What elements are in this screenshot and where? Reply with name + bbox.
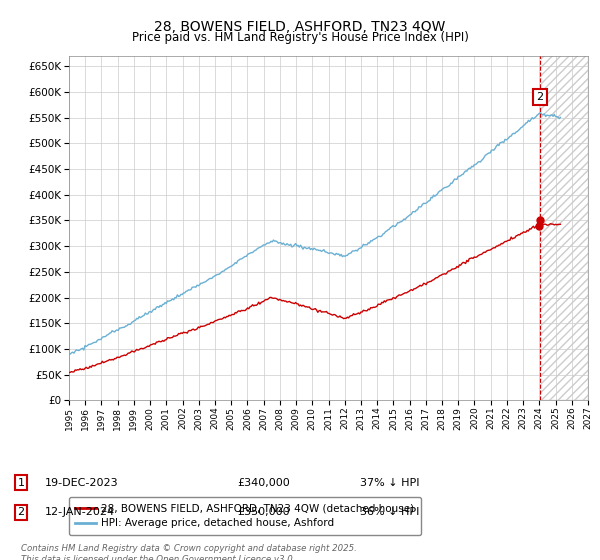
Text: Price paid vs. HM Land Registry's House Price Index (HPI): Price paid vs. HM Land Registry's House … xyxy=(131,31,469,44)
Text: 28, BOWENS FIELD, ASHFORD, TN23 4QW: 28, BOWENS FIELD, ASHFORD, TN23 4QW xyxy=(154,20,446,34)
Text: 36% ↓ HPI: 36% ↓ HPI xyxy=(360,507,419,517)
Text: 12-JAN-2024: 12-JAN-2024 xyxy=(45,507,115,517)
Text: 2: 2 xyxy=(536,92,544,102)
Text: 1: 1 xyxy=(17,478,25,488)
Text: 37% ↓ HPI: 37% ↓ HPI xyxy=(360,478,419,488)
Text: Contains HM Land Registry data © Crown copyright and database right 2025.
This d: Contains HM Land Registry data © Crown c… xyxy=(21,544,357,560)
Legend: 28, BOWENS FIELD, ASHFORD, TN23 4QW (detached house), HPI: Average price, detach: 28, BOWENS FIELD, ASHFORD, TN23 4QW (det… xyxy=(69,497,421,535)
Text: £340,000: £340,000 xyxy=(237,478,290,488)
Text: 19-DEC-2023: 19-DEC-2023 xyxy=(45,478,119,488)
Text: £350,000: £350,000 xyxy=(237,507,290,517)
Text: 2: 2 xyxy=(17,507,25,517)
Bar xyxy=(541,56,588,400)
